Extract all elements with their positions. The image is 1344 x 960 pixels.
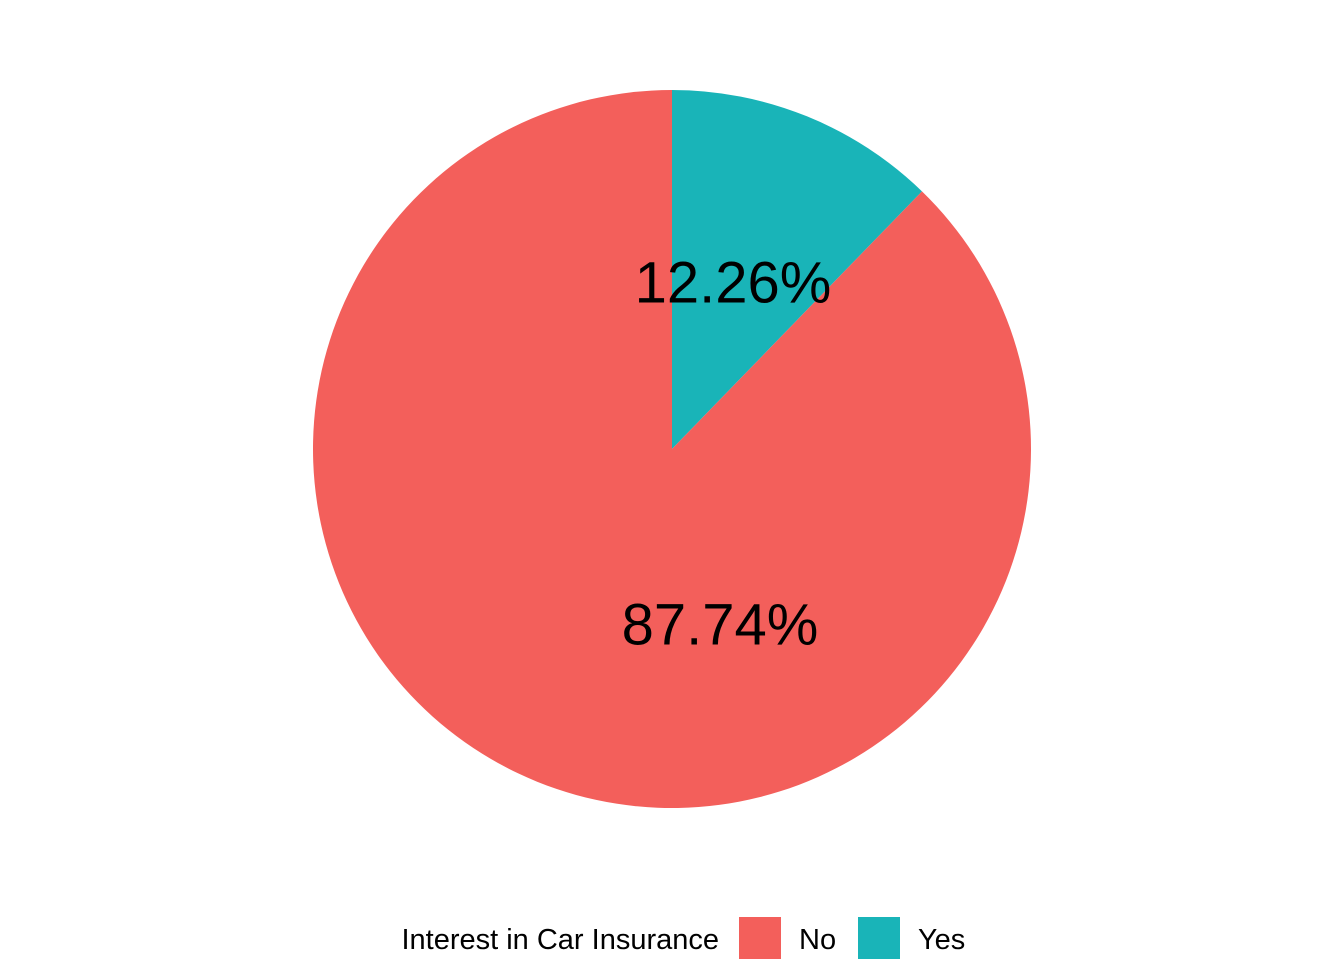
legend-key-yes [858,917,900,959]
legend-label-yes: Yes [918,924,965,956]
pie-slices [313,90,1031,809]
legend-title: Interest in Car Insurance [401,924,719,956]
legend-key-no [739,917,781,959]
pie-data-labels: 12.26% 87.74% [622,251,832,658]
pie-slice-yes [672,90,922,449]
pie-slice-no [313,90,1031,809]
legend-label-no: No [799,924,836,956]
legend: Interest in Car Insurance No Yes [401,917,965,959]
data-label-yes: 12.26% [635,251,832,316]
data-label-no: 87.74% [622,593,819,658]
